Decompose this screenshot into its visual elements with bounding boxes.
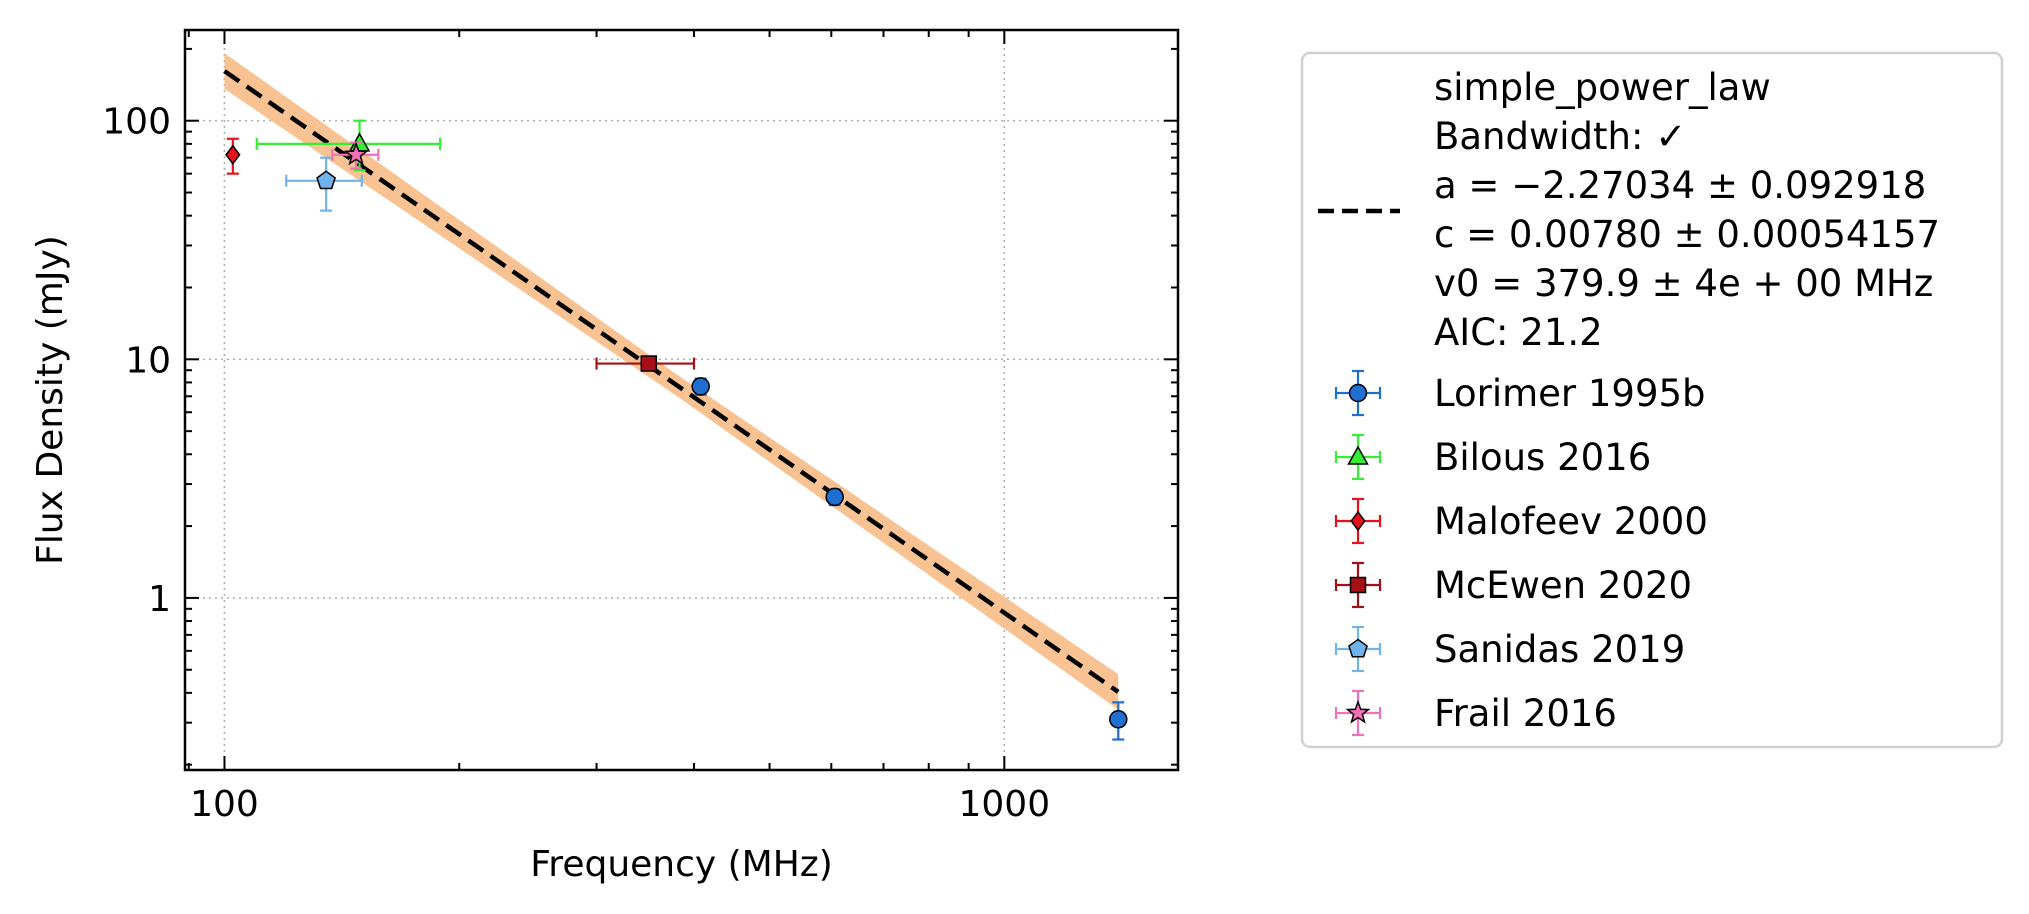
y-tick-label: 100	[102, 102, 171, 143]
series-pentagon	[285, 156, 363, 212]
legend-entry: McEwen 2020	[1334, 561, 1692, 609]
axis-labels: 100 1000 1 10 100 Frequency (MHz) Flux Density…	[30, 102, 1050, 885]
data-point	[1109, 710, 1128, 729]
y-axis-title: Flux Density (mJy)	[30, 235, 71, 565]
fit-line	[223, 69, 1120, 694]
legend-label: Frail 2016	[1434, 692, 1617, 735]
legend-label: Bilous 2016	[1434, 436, 1651, 479]
data-points-layer	[225, 119, 1128, 741]
legend-marker-diamond	[1350, 510, 1366, 532]
x-tick-label: 1000	[959, 784, 1051, 825]
axes	[183, 28, 1180, 772]
legend-fit-line-1: simple_power_law	[1434, 66, 1771, 109]
data-point	[343, 141, 369, 166]
fit-line-layer	[223, 69, 1120, 694]
legend-entry: Sanidas 2019	[1334, 625, 1685, 673]
legend-label: Malofeev 2000	[1434, 500, 1708, 543]
legend-entry: Lorimer 1995b	[1334, 369, 1706, 417]
legend-marker-triangle	[1347, 445, 1369, 465]
legend-marker-star	[1345, 699, 1371, 724]
y-tick-label: 10	[125, 340, 171, 381]
legend-entry: Bilous 2016	[1334, 433, 1651, 481]
x-axis-title: Frequency (MHz)	[530, 844, 833, 885]
data-point	[691, 377, 710, 396]
legend: simple_power_law Bandwidth: ✓ a = −2.27034…	[1300, 51, 2004, 749]
series-star	[331, 141, 380, 170]
data-point	[640, 355, 658, 372]
legend-entry: Frail 2016	[1334, 689, 1617, 737]
data-point	[825, 487, 844, 507]
legend-fit-line-3: a = −2.27034 ± 0.092918	[1434, 164, 1926, 207]
legend-box	[1300, 51, 2004, 749]
legend-entry: Malofeev 2000	[1334, 497, 1708, 545]
plot-frame	[183, 28, 1180, 772]
series-circle	[691, 377, 1128, 741]
x-tick-label: 100	[190, 784, 259, 825]
series-square	[595, 355, 696, 372]
legend-label: Sanidas 2019	[1434, 628, 1685, 671]
legend-marker-pentagon	[1348, 638, 1368, 658]
legend-marker-square	[1349, 576, 1367, 594]
legend-marker-circle	[1348, 383, 1368, 403]
legend-label: McEwen 2020	[1434, 564, 1692, 607]
data-point	[225, 144, 241, 166]
data-point	[316, 170, 337, 190]
y-tick-label: 1	[148, 579, 171, 620]
legend-fit-line-5: v0 = 379.9 ± 4e + 00 MHz	[1434, 262, 1933, 305]
series-diamond	[225, 137, 241, 175]
legend-fit-line-2: Bandwidth: ✓	[1434, 115, 1686, 158]
legend-fit-line-6: AIC: 21.2	[1434, 311, 1603, 354]
legend-label: Lorimer 1995b	[1434, 372, 1706, 415]
legend-fit-line-4: c = 0.00780 ± 0.00054157	[1434, 213, 1940, 256]
